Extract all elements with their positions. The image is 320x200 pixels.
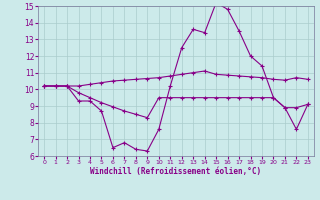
X-axis label: Windchill (Refroidissement éolien,°C): Windchill (Refroidissement éolien,°C) xyxy=(91,167,261,176)
